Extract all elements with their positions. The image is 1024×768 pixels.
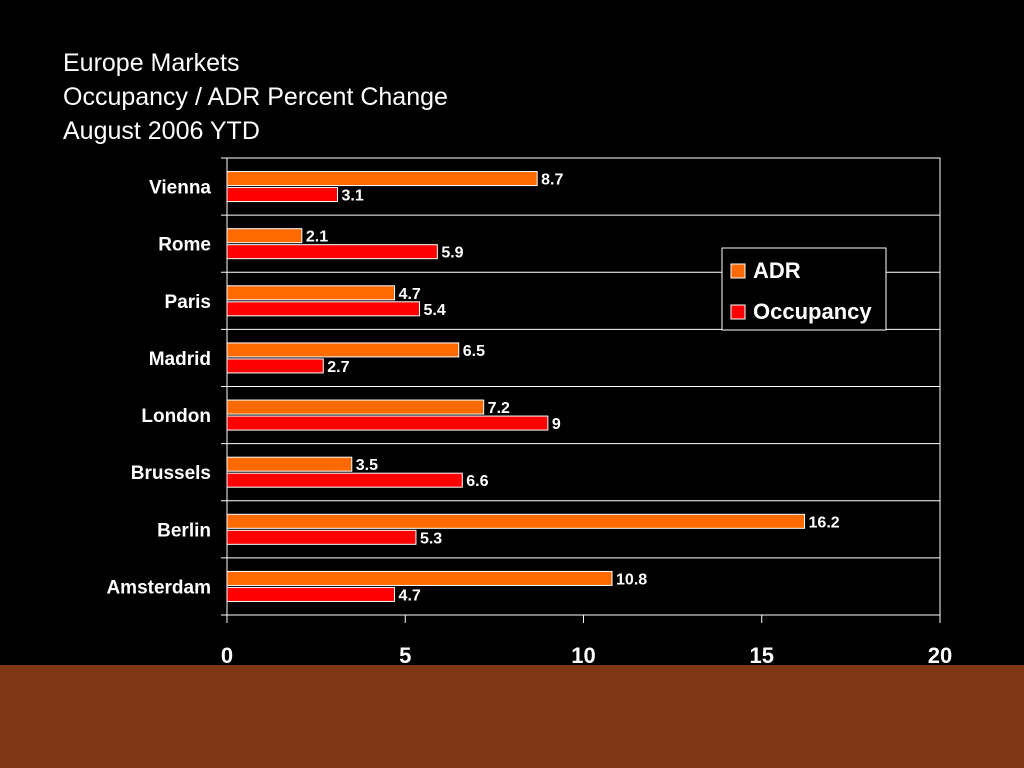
data-label: 2.1 [306, 229, 328, 246]
bar-adr [226, 456, 353, 472]
data-label: 9 [552, 416, 561, 433]
bar-occupancy [226, 301, 421, 317]
x-tick-label: 15 [750, 643, 774, 668]
bar-adr [226, 342, 460, 358]
chart-title-line-1: Europe Markets [63, 49, 240, 77]
bar-adr [226, 513, 806, 529]
chart-title-line-2: Occupancy / ADR Percent Change [63, 83, 448, 111]
bar-adr [226, 171, 538, 187]
category-label: Berlin [157, 520, 211, 541]
footer-band [0, 665, 1024, 768]
category-label: London [141, 406, 211, 427]
x-tick-label: 0 [221, 643, 233, 668]
x-tick-label: 20 [928, 643, 952, 668]
legend-box [721, 247, 887, 331]
data-label: 3.5 [356, 457, 378, 474]
data-label: 8.7 [541, 172, 563, 189]
data-label: 6.5 [463, 343, 485, 360]
legend-label-occupancy: Occupancy [753, 299, 872, 324]
data-label: 7.2 [488, 400, 510, 417]
data-label: 5.9 [441, 245, 463, 262]
bar-occupancy [226, 244, 438, 260]
chart-title-line-3: August 2006 YTD [63, 117, 260, 145]
data-label: 5.4 [424, 302, 446, 319]
data-label: 5.3 [420, 530, 442, 547]
legend-swatch-occupancy [730, 304, 746, 320]
bar-occupancy [226, 415, 549, 431]
category-label: Paris [165, 292, 211, 313]
x-tick-label: 10 [571, 643, 595, 668]
category-label: Amsterdam [106, 577, 211, 598]
bar-adr [226, 285, 396, 301]
bar-occupancy [226, 358, 324, 374]
chart-title: Europe Markets Occupancy / ADR Percent C… [63, 46, 448, 148]
data-label: 2.7 [327, 359, 349, 376]
category-label: Brussels [131, 463, 211, 484]
legend-label-adr: ADR [753, 258, 801, 283]
data-label: 4.7 [399, 286, 421, 303]
data-label: 10.8 [616, 571, 647, 588]
category-label: Madrid [149, 349, 211, 370]
category-label: Vienna [149, 178, 211, 199]
category-label: Rome [158, 235, 211, 256]
bar-occupancy [226, 472, 463, 488]
data-label: 3.1 [342, 188, 364, 205]
data-label: 16.2 [809, 514, 840, 531]
legend-swatch-adr [730, 263, 746, 279]
bar-occupancy [226, 187, 339, 203]
bar-occupancy [226, 529, 417, 545]
x-tick-label: 5 [399, 643, 411, 668]
bar-adr [226, 570, 613, 586]
bar-adr [226, 399, 485, 415]
bar-occupancy [226, 586, 396, 602]
data-label: 4.7 [399, 587, 421, 604]
bar-adr [226, 228, 303, 244]
data-label: 6.6 [466, 473, 488, 490]
